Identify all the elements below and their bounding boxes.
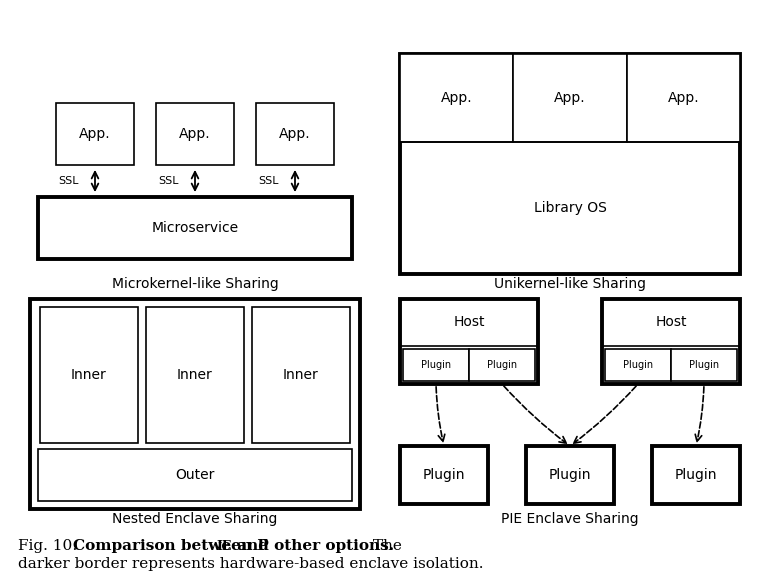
Bar — [602, 299, 740, 384]
Bar — [56, 103, 134, 165]
Bar — [256, 103, 334, 165]
Bar — [146, 307, 244, 443]
Text: App.: App. — [179, 127, 211, 141]
Text: App.: App. — [279, 127, 311, 141]
Text: App.: App. — [554, 91, 586, 105]
Text: Plugin: Plugin — [421, 360, 451, 370]
Bar — [671, 349, 737, 381]
Text: Microkernel-like Sharing: Microkernel-like Sharing — [112, 277, 278, 291]
Text: IE: IE — [216, 540, 231, 552]
Text: The: The — [368, 539, 402, 553]
Bar — [38, 197, 352, 259]
Text: Comparison between P: Comparison between P — [73, 539, 269, 553]
Text: Inner: Inner — [71, 368, 107, 382]
Bar — [652, 446, 740, 504]
Bar — [156, 103, 234, 165]
Text: App.: App. — [667, 91, 699, 105]
Text: darker border represents hardware-based enclave isolation.: darker border represents hardware-based … — [18, 557, 483, 571]
Text: Plugin: Plugin — [423, 468, 465, 482]
Text: Library OS: Library OS — [534, 201, 607, 215]
Bar — [526, 446, 614, 504]
Bar — [252, 307, 350, 443]
Bar — [40, 307, 138, 443]
Text: SSL: SSL — [258, 176, 279, 186]
Text: Plugin: Plugin — [548, 468, 591, 482]
Text: SSL: SSL — [159, 176, 179, 186]
Bar — [30, 299, 360, 509]
Bar — [627, 54, 740, 142]
Bar — [469, 349, 535, 381]
Text: Inner: Inner — [177, 368, 213, 382]
Text: Outer: Outer — [175, 468, 214, 482]
Text: App.: App. — [79, 127, 111, 141]
Text: App.: App. — [441, 91, 473, 105]
Bar — [400, 54, 740, 274]
Bar — [403, 349, 469, 381]
Text: PIE Enclave Sharing: PIE Enclave Sharing — [501, 512, 639, 526]
Text: Microservice: Microservice — [152, 221, 238, 235]
Bar — [513, 54, 627, 142]
Text: SSL: SSL — [58, 176, 79, 186]
Text: Inner: Inner — [283, 368, 319, 382]
Text: Plugin: Plugin — [487, 360, 517, 370]
Text: Plugin: Plugin — [689, 360, 719, 370]
Bar — [400, 299, 538, 384]
Text: Plugin: Plugin — [623, 360, 653, 370]
Text: Fig. 10:: Fig. 10: — [18, 539, 83, 553]
Text: Host: Host — [655, 315, 687, 329]
Text: Plugin: Plugin — [675, 468, 717, 482]
Bar — [38, 449, 352, 501]
Text: and other options.: and other options. — [232, 539, 394, 553]
Text: Unikernel-like Sharing: Unikernel-like Sharing — [494, 277, 646, 291]
Text: Nested Enclave Sharing: Nested Enclave Sharing — [113, 512, 278, 526]
Text: Host: Host — [453, 315, 485, 329]
Bar — [400, 54, 513, 142]
Bar — [605, 349, 671, 381]
Bar — [400, 446, 488, 504]
